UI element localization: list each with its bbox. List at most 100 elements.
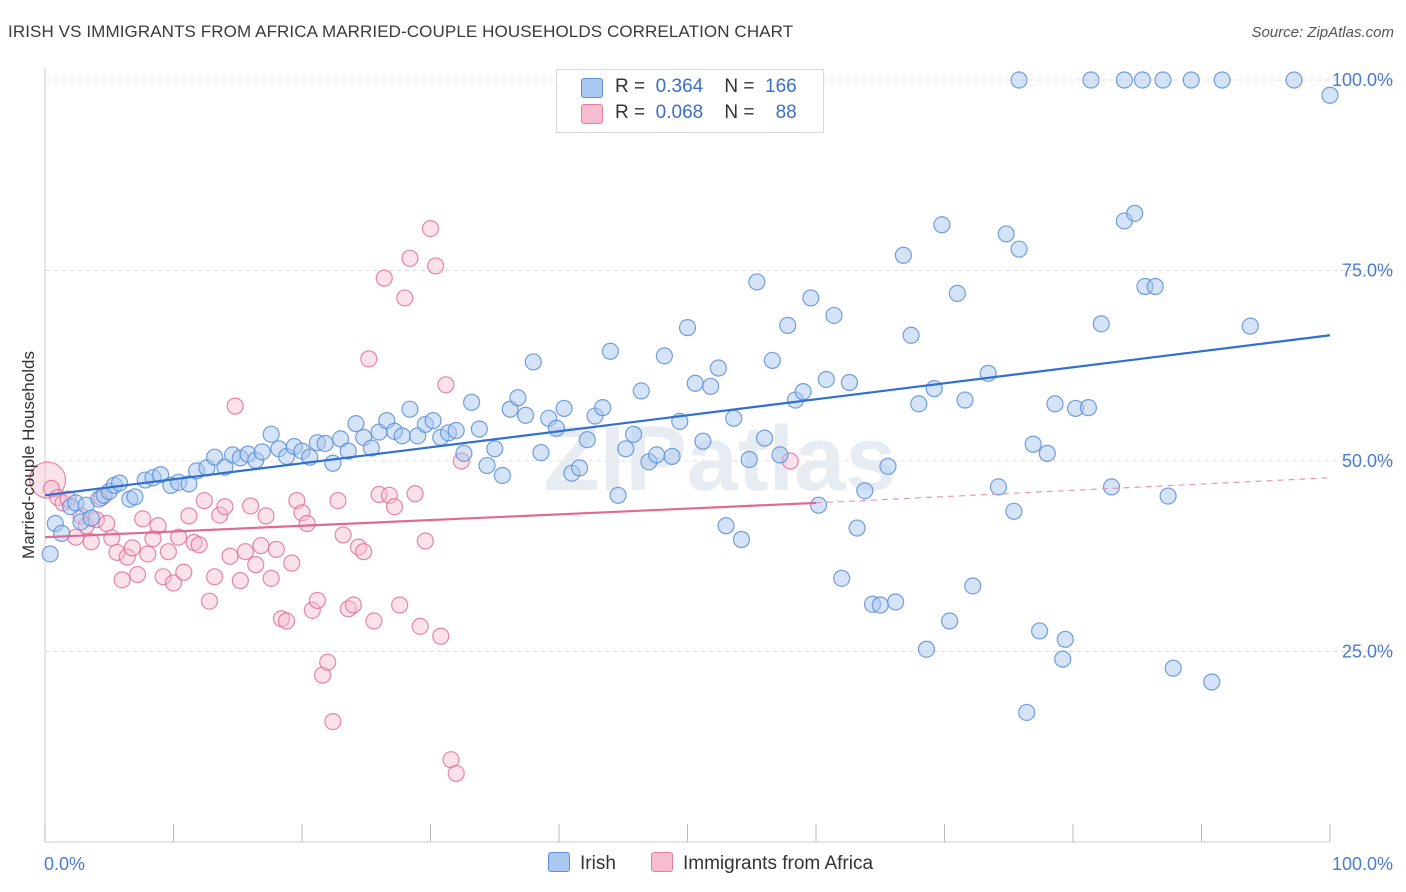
- data-point-irish: [110, 474, 129, 492]
- data-point-irish: [1005, 502, 1023, 520]
- data-point-irish: [347, 415, 365, 433]
- data-point-irish: [1146, 277, 1164, 296]
- data-point-africa: [236, 543, 255, 561]
- data-point-africa: [411, 617, 429, 635]
- legend-n-irish: 166: [765, 76, 797, 97]
- data-point-irish: [253, 443, 271, 461]
- data-point-africa: [365, 612, 383, 630]
- data-point-africa: [42, 479, 61, 498]
- data-point-irish: [1213, 71, 1231, 89]
- data-point-africa: [277, 612, 296, 630]
- data-point-irish: [339, 442, 357, 460]
- data-point-irish: [578, 431, 596, 449]
- data-point-irish: [126, 488, 144, 506]
- data-point-africa: [28, 461, 67, 499]
- data-point-africa: [221, 547, 239, 565]
- data-point-irish: [1038, 444, 1056, 462]
- data-point-irish: [1030, 622, 1049, 640]
- data-point-africa: [421, 219, 440, 238]
- data-point-africa: [98, 514, 116, 533]
- data-point-irish: [902, 326, 920, 344]
- data-point-irish: [632, 382, 650, 400]
- legend-r-africa: 0.068: [655, 102, 704, 123]
- y-tick-label: 75.0%: [1342, 261, 1393, 281]
- data-point-irish: [1154, 71, 1172, 89]
- data-point-africa: [329, 492, 347, 510]
- data-point-africa: [283, 554, 301, 572]
- data-point-africa: [303, 601, 321, 619]
- data-point-irish: [910, 395, 928, 413]
- legend-r-label: R =: [615, 102, 646, 123]
- trendline-africa-extension: [815, 477, 1331, 504]
- data-point-irish: [609, 486, 627, 504]
- bottom-legend-label-irish: Irish: [580, 853, 616, 874]
- source-label: Source: ZipAtlas.com: [1251, 24, 1394, 41]
- x-tick-label: 0.0%: [44, 854, 85, 874]
- chart-title: IRISH VS IMMIGRANTS FROM AFRICA MARRIED-…: [8, 22, 794, 41]
- data-point-irish: [362, 439, 380, 457]
- data-point-irish: [463, 393, 481, 411]
- data-point-africa: [128, 565, 147, 584]
- y-tick-label: 100.0%: [1332, 70, 1393, 90]
- data-point-irish: [755, 429, 774, 447]
- data-point-irish: [763, 351, 781, 370]
- data-point-irish: [833, 569, 851, 587]
- data-point-irish: [771, 446, 789, 464]
- data-point-irish: [455, 444, 473, 462]
- data-point-africa: [324, 713, 342, 731]
- legend: R = 0.364 N = 166 R = 0.068 N = 88: [556, 69, 824, 133]
- data-point-africa: [313, 666, 332, 684]
- x-tick-labels: 0.0% 100.0%: [44, 854, 1393, 874]
- data-point-irish: [1182, 71, 1200, 89]
- data-point-irish: [1054, 650, 1072, 668]
- data-point-africa: [123, 539, 141, 557]
- data-point-africa: [437, 376, 455, 394]
- x-tick-label: 100.0%: [1332, 854, 1393, 874]
- trendline-irish: [44, 334, 1331, 497]
- data-point-irish: [1010, 71, 1028, 89]
- data-point-africa: [247, 556, 265, 574]
- data-point-irish: [879, 457, 897, 475]
- data-point-irish: [941, 612, 959, 630]
- data-point-irish: [779, 316, 797, 334]
- data-point-irish: [1018, 703, 1036, 722]
- trendline-africa: [44, 501, 817, 539]
- data-point-irish: [1159, 487, 1177, 505]
- data-point-irish: [1133, 71, 1151, 89]
- data-point-irish: [887, 593, 905, 611]
- data-point-irish: [316, 434, 334, 453]
- data-point-africa: [396, 289, 414, 307]
- data-point-irish: [180, 475, 198, 493]
- data-point-irish: [1082, 71, 1100, 89]
- bottom-legend-swatch-irish: [548, 852, 570, 872]
- data-point-irish: [1092, 315, 1110, 333]
- data-point-irish: [206, 448, 224, 466]
- data-point-africa: [164, 574, 183, 592]
- data-point-africa: [349, 538, 368, 556]
- data-point-irish: [447, 421, 465, 440]
- data-point-irish: [617, 440, 635, 458]
- data-point-africa: [226, 397, 244, 415]
- data-point-africa: [175, 563, 193, 581]
- data-point-irish: [1164, 659, 1182, 677]
- bottom-legend-africa: Immigrants from Africa: [651, 852, 873, 875]
- data-point-africa: [344, 596, 362, 614]
- data-point-africa: [195, 492, 213, 510]
- data-point-irish: [1010, 240, 1028, 258]
- data-point-irish: [694, 432, 712, 450]
- data-point-irish: [948, 284, 966, 302]
- data-point-irish: [547, 419, 566, 437]
- bottom-legend-irish: Irish: [548, 852, 616, 875]
- data-point-irish: [401, 400, 419, 418]
- data-point-africa: [385, 498, 404, 516]
- data-point-irish: [331, 430, 350, 448]
- legend-r-irish: 0.364: [655, 76, 704, 97]
- data-point-africa: [200, 592, 219, 610]
- legend-r-label: R =: [615, 76, 646, 97]
- data-point-irish: [1241, 317, 1259, 335]
- data-point-irish: [702, 377, 720, 395]
- data-point-irish: [1079, 399, 1098, 417]
- y-tick-label: 25.0%: [1342, 642, 1393, 662]
- data-point-irish: [594, 399, 612, 417]
